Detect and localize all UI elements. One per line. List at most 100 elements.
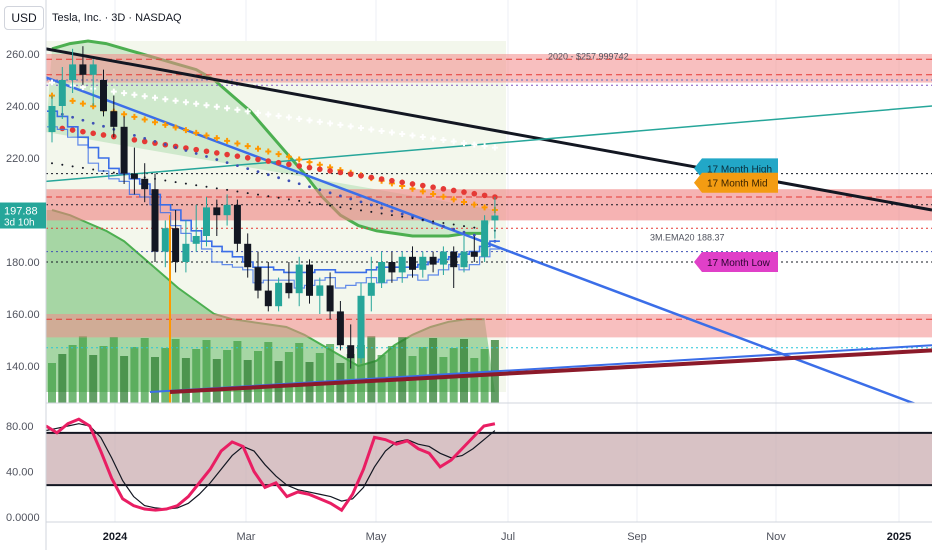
navy-ma-marker bbox=[236, 164, 239, 168]
black-ma-marker bbox=[349, 207, 352, 210]
black-ma-marker bbox=[92, 168, 95, 171]
overlay-layer: 17 Month High 17 Month Mid 17 Month Low bbox=[694, 158, 778, 272]
stochastic-axis[interactable]: 0.0000 40.00 80.00 bbox=[6, 421, 40, 524]
price-tick-label: 180.00 bbox=[6, 257, 40, 269]
orange-ma-marker bbox=[234, 140, 241, 147]
white-ma-marker bbox=[203, 102, 210, 109]
volume-bar bbox=[78, 336, 87, 403]
orange-ma-marker bbox=[172, 124, 179, 131]
navy-ma-marker bbox=[400, 212, 404, 216]
red-ma-marker bbox=[481, 192, 488, 199]
navy-ma-marker bbox=[153, 140, 157, 143]
black-ma-marker bbox=[195, 184, 198, 187]
red-ma-marker bbox=[368, 174, 375, 181]
navy-ma-marker bbox=[297, 182, 301, 186]
orange-ma-marker bbox=[255, 145, 261, 152]
time-tick-label: Nov bbox=[766, 531, 786, 543]
black-ma-marker bbox=[298, 199, 301, 202]
navy-ma-marker bbox=[472, 233, 476, 237]
candle-body bbox=[326, 285, 334, 312]
volume-bar bbox=[346, 354, 355, 403]
red-ma-marker bbox=[471, 190, 478, 197]
volume-bar bbox=[470, 358, 479, 403]
candle-body bbox=[130, 173, 138, 179]
white-ma-marker bbox=[306, 117, 313, 124]
black-ma-marker bbox=[401, 215, 404, 218]
stochastic-d-line bbox=[46, 423, 496, 510]
volume-bar bbox=[192, 349, 201, 403]
white-ma-marker bbox=[368, 126, 375, 133]
volume-bar bbox=[264, 342, 273, 403]
price-annotation: 2020 - $257.999742 bbox=[548, 52, 629, 62]
time-axis-labels: 2024 Mar May Jul Sep Nov 2025 bbox=[103, 531, 911, 543]
orange-ma-marker bbox=[152, 119, 158, 126]
stochastic-tick-label: 0.0000 bbox=[6, 512, 40, 524]
navy-ma-marker bbox=[174, 146, 178, 149]
price-panel[interactable]: 2020 - $257.999742 3M.EMA20 188.37 bbox=[46, 39, 932, 410]
white-ma-marker bbox=[244, 108, 251, 115]
orange-ma-marker bbox=[121, 111, 128, 118]
chart-legend-title: Tesla, Inc. · 3D · NASDAQ bbox=[52, 12, 182, 24]
volume-bar bbox=[367, 336, 376, 403]
candle-body bbox=[213, 207, 221, 216]
candle-body bbox=[419, 256, 427, 270]
orange-ma-marker bbox=[471, 201, 478, 208]
orange-ma-marker bbox=[182, 127, 189, 134]
volume-bar bbox=[274, 361, 283, 403]
level-tag-label: 17 Month High bbox=[707, 164, 772, 175]
navy-ma-marker bbox=[256, 170, 260, 174]
red-ma-marker bbox=[224, 151, 230, 158]
currency-button[interactable]: USD bbox=[4, 6, 44, 30]
level-tag: 17 Month Mid bbox=[694, 172, 778, 193]
white-ma-marker bbox=[388, 129, 395, 136]
white-ma-marker bbox=[234, 106, 241, 113]
candle-body bbox=[151, 189, 159, 252]
white-ma-marker bbox=[182, 99, 189, 106]
red-ma-marker bbox=[430, 184, 436, 191]
white-ma-marker bbox=[378, 127, 385, 134]
candle-body bbox=[439, 251, 447, 265]
white-ma-marker bbox=[481, 143, 488, 150]
volume-bar bbox=[398, 337, 407, 403]
current-price-tag[interactable] bbox=[0, 202, 46, 229]
red-ma-marker bbox=[358, 172, 364, 179]
black-ma-marker bbox=[184, 182, 187, 185]
candle-body bbox=[347, 345, 355, 359]
candle-body bbox=[58, 80, 66, 106]
time-tick-label: Jul bbox=[501, 531, 515, 543]
navy-ma-marker bbox=[184, 149, 188, 152]
white-ma-marker bbox=[491, 144, 498, 151]
candle-body bbox=[367, 282, 375, 296]
red-ma-marker bbox=[214, 150, 220, 156]
volume-bar bbox=[171, 339, 180, 403]
time-tick-label: Sep bbox=[627, 531, 647, 543]
white-ma-marker bbox=[450, 138, 457, 145]
volume-bar bbox=[243, 360, 252, 403]
candle-body bbox=[172, 228, 180, 262]
black-ma-marker bbox=[308, 201, 311, 204]
black-ma-marker bbox=[174, 181, 177, 184]
black-ma-marker bbox=[164, 179, 167, 182]
volume-bar bbox=[326, 344, 335, 403]
white-ma-marker bbox=[461, 140, 467, 147]
stochastic-tick-label: 40.00 bbox=[6, 467, 34, 479]
mid-zone bbox=[46, 189, 932, 221]
black-ma-marker bbox=[390, 214, 393, 217]
black-ma-marker bbox=[452, 223, 455, 226]
stochastic-panel[interactable] bbox=[46, 417, 932, 513]
black-ma-marker bbox=[370, 210, 373, 213]
orange-ma-marker bbox=[265, 148, 272, 155]
white-ma-marker bbox=[255, 109, 261, 116]
candle-body bbox=[295, 264, 303, 294]
current-price-countdown: 3d 10h bbox=[4, 218, 35, 229]
volume-bar bbox=[315, 353, 324, 403]
volume-bar bbox=[120, 356, 129, 403]
candle-body bbox=[378, 262, 386, 283]
volume-bar bbox=[130, 347, 139, 403]
price-axis[interactable]: 140.00160.00180.00200.00220.00240.00260.… bbox=[0, 49, 46, 373]
candle-body bbox=[141, 178, 149, 190]
candle-body bbox=[89, 64, 97, 75]
candle-body bbox=[275, 282, 283, 307]
